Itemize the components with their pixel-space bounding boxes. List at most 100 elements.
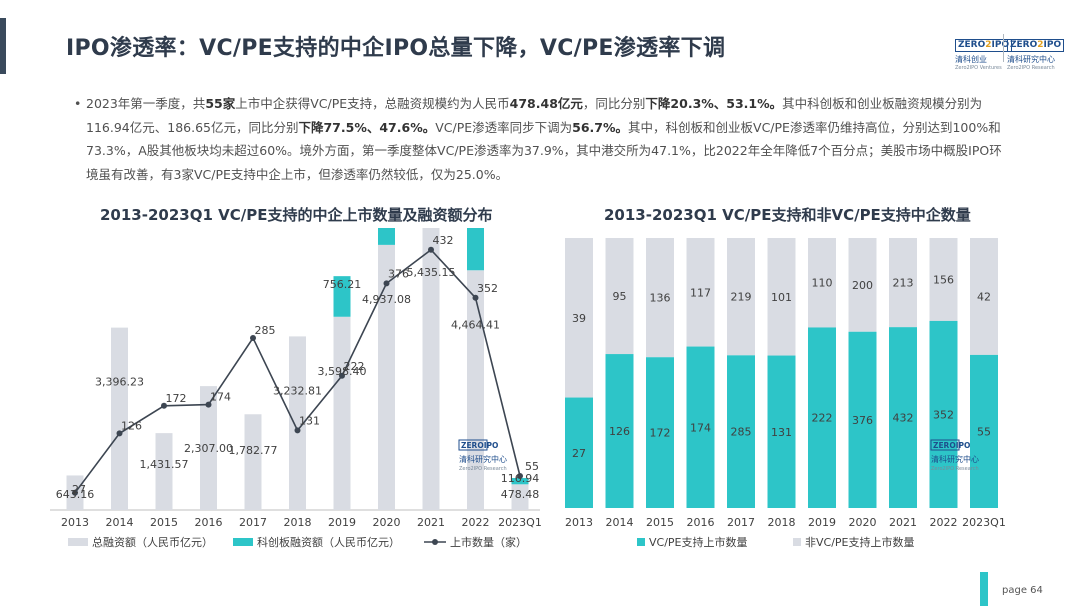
chart1-count-point (72, 489, 78, 496)
chart2-nonvc-label: 110 (812, 277, 833, 290)
chart1-total-label: 3,396.23 (95, 376, 144, 389)
page-title: IPO渗透率：VC/PE支持的中企IPO总量下降，VC/PE渗透率下调 (66, 36, 726, 61)
chart2-nonvc-bar (970, 238, 998, 355)
summary-paragraph: • 2023年第一季度，共55家上市中企获得VC/PE支持，总融资规模约为人民币4… (74, 92, 1006, 186)
para-text: 上市中企获得VC/PE支持，总融资规模约为人民币 (235, 96, 510, 111)
chart2-legend-vc: VC/PE支持上市数量 (649, 535, 748, 549)
chart1-count-label: 55 (525, 460, 539, 473)
chart2-nonvc-bar (727, 238, 755, 356)
chart1-total-label: 2,307.00 (184, 442, 233, 455)
chart1-total-label: 4,937.08 (362, 293, 411, 306)
chart1-total-label: 3,232.81 (273, 384, 322, 397)
chart2-vc-label: 55 (977, 425, 991, 438)
chart2-nonvc-bar (889, 238, 917, 328)
chart1-count-point (383, 280, 390, 287)
chart1-star-bar (467, 228, 484, 271)
watermark-box (930, 439, 960, 451)
page-accent (980, 572, 988, 606)
chart2-nonvc-label: 39 (572, 312, 586, 325)
chart2-x-tick: 2017 (727, 516, 755, 529)
chart2-vc-label: 285 (731, 426, 752, 439)
chart1-count-label: 131 (299, 414, 320, 427)
chart2-vc-bar (970, 354, 998, 508)
chart2-nonvc-bar (605, 238, 634, 355)
chart1-legend-swatch-total (68, 538, 88, 546)
chart1-count-point (339, 372, 345, 379)
chart1-x-tick: 2018 (284, 516, 312, 529)
chart2-nonvc-label: 42 (977, 290, 991, 303)
chart2-nonvc-bar (686, 238, 715, 347)
watermark-cn: 清科研究中心 (931, 454, 979, 464)
chart1-count-label: 126 (121, 419, 142, 432)
chart2-nonvc-bar (646, 238, 674, 358)
chart1-star-bar (333, 276, 351, 317)
chart1-legend-star: 科创板融资额（人民币亿元） (257, 535, 400, 549)
chart2-vc-label: 352 (933, 408, 954, 421)
chart1-x-tick: 2020 (373, 516, 401, 529)
logo-zero-text: ZERO2IPO (955, 39, 1013, 52)
chart2-vc-label: 376 (852, 414, 873, 427)
para-bold: 56.7%。 (572, 119, 629, 135)
chart1-count-point (294, 427, 301, 434)
logo: ZERO2IPO 清科创业 Zero2IPO Ventures ZERO2IPO… (955, 32, 1065, 71)
chart1-count-point (428, 246, 434, 253)
para-text: 其中科创板和创业板融资规模分别为116.94亿元、186.65亿元，同比分别 (86, 96, 983, 135)
chart1-count-label: 174 (210, 391, 231, 404)
chart1-star-label: 756.21 (323, 278, 362, 291)
chart2-nonvc-label: 117 (690, 286, 711, 299)
chart2-x-tick: 2022 (930, 516, 958, 529)
chart2-nonvc-label: 213 (893, 277, 914, 290)
chart2-nonvc-label: 200 (852, 279, 873, 292)
chart2-nonvc-label: 219 (731, 291, 752, 304)
title-accent-bar (0, 18, 6, 74)
chart1-x-tick: 2015 (150, 516, 178, 529)
chart2-vc-label: 174 (690, 421, 711, 434)
chart1-count-point (161, 402, 167, 409)
chart2-x-tick: 2019 (808, 516, 836, 529)
chart1-x-tick: 2019 (328, 516, 356, 529)
watermark-cn: 清科研究中心 (459, 454, 507, 464)
logo-research: ZERO2IPO 清科研究中心 Zero2IPO Research (1007, 32, 1065, 71)
chart1-star-bar (511, 478, 529, 485)
chart1-x-tick: 2022 (462, 516, 490, 529)
chart2-vc-label: 222 (812, 412, 833, 425)
chart1-count-label: 172 (166, 392, 187, 405)
watermark-zero: ZEROIPO (933, 441, 970, 450)
chart2-nonvc-bar (565, 238, 593, 398)
watermark-box (458, 439, 488, 451)
chart1-total-bar (467, 270, 484, 510)
chart1-x-tick: 2017 (239, 516, 267, 529)
chart1-count-label: 222 (344, 360, 365, 373)
para-text: VC/PE渗透率同步下调为 (435, 119, 573, 135)
chart2-x-tick: 2016 (687, 516, 715, 529)
logo-cn-research: 清科研究中心 (1007, 55, 1055, 64)
chart2-vc-bar (605, 354, 634, 508)
chart2-vc-bar (565, 397, 593, 508)
chart1-x-tick: 2021 (417, 516, 445, 529)
chart1-count-point (517, 473, 523, 479)
chart1-svg: 2013 2014 2015 2016 2017 2018 2019 2020 2021 2022… (50, 228, 542, 549)
logo-separator (1003, 34, 1004, 62)
chart1-total-bar (289, 336, 306, 510)
chart1-total-label: 1,431.57 (140, 458, 189, 471)
chart1-total-label: 643.16 (56, 488, 95, 501)
chart2-x-tick: 2020 (849, 516, 877, 529)
chart2-x-tick: 2021 (889, 516, 917, 529)
chart1-x-tick: 2023Q1 (498, 516, 542, 529)
chart1-total-label: 478.48 (501, 488, 540, 501)
chart2-legend-swatch-vc (637, 538, 645, 546)
chart1-total-bar (200, 386, 217, 510)
chart1-total-bar (422, 228, 440, 510)
chart1-legend-swatch-star (233, 538, 253, 546)
para-bold: 478.48亿元 (509, 96, 583, 111)
chart2-nonvc-label: 95 (613, 290, 627, 303)
chart1-count-point (116, 430, 123, 437)
chart2-nonvc-label: 156 (933, 273, 954, 286)
chart1-total-label: 4,464.41 (451, 318, 500, 331)
chart2-legend-swatch-nonvc (793, 538, 801, 546)
chart2-vc-bar (848, 331, 877, 508)
chart1-legend-dot (432, 539, 438, 545)
chart1-count-point (205, 401, 212, 408)
chart2-vc-bar (767, 355, 796, 508)
chart1-count-label: 376 (388, 267, 409, 280)
